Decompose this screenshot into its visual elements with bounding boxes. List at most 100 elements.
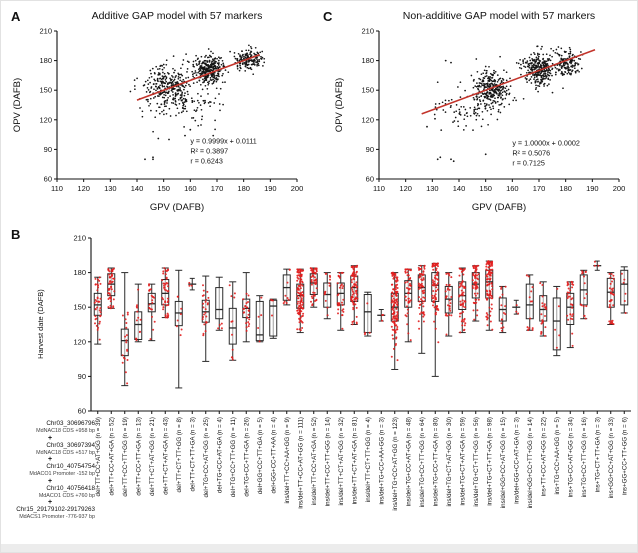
marker-name: Chr10_40756418 (46, 484, 95, 492)
panel-a-regression-line (136, 53, 260, 101)
category-label: ins/del+TG+CC+TT+GA (n = 80) (432, 417, 439, 506)
marker-name: Chr03_30697394 (46, 441, 95, 449)
svg-text:120: 120 (73, 337, 86, 346)
category-label: ins/del+TG+CT+AT+GA (n = 59) (459, 417, 466, 505)
category-label: ins/del+TT+CT+AT+GA (n = 81) (351, 417, 358, 504)
svg-text:200: 200 (613, 184, 626, 193)
svg-text:210: 210 (39, 27, 52, 36)
category-label: ins/del+GG+CC+AT+GG (n = 15) (500, 417, 507, 508)
category-label: del+TT+CT+TT+GG (n = 8) (176, 417, 183, 492)
page-edge (1, 544, 637, 552)
svg-text:R² = 0.5076: R² = 0.5076 (512, 148, 550, 157)
category-label: del+TT+CC+AT+GA (n = 52) (108, 417, 115, 495)
plus-separator: + (47, 477, 53, 485)
svg-text:180: 180 (559, 184, 572, 193)
category-label: del+TT+CT+AT+GG (n = 21) (149, 417, 156, 496)
svg-text:60: 60 (366, 175, 374, 184)
category-label: del+TG+CC+AT+GG (n = 25) (203, 417, 210, 498)
category-label: del+TT+CC+AT+GG (n = 39) (95, 417, 102, 497)
category-label: del+TG+CC+TT+GG (n = 11) (230, 417, 237, 497)
svg-text:130: 130 (104, 184, 117, 193)
svg-text:170: 170 (533, 184, 546, 193)
svg-text:140: 140 (453, 184, 466, 193)
category-label: ins+GG+CC+AT+GG (n = 33) (608, 417, 615, 498)
svg-text:210: 210 (361, 27, 374, 36)
panel-letter-a: A (11, 9, 21, 24)
panel-letter-c: C (323, 9, 333, 24)
svg-text:210: 210 (73, 234, 86, 243)
category-label: del+GG+CC+TT+GA (n = 5) (257, 417, 264, 494)
category-label: ins/del+TT+CT+TT+GG (n = 4) (365, 417, 372, 502)
category-label: del+TT+CC+TT+GG (n = 19) (122, 417, 129, 497)
svg-text:120: 120 (399, 184, 412, 193)
svg-text:90: 90 (366, 145, 374, 154)
category-label: del+TG+CC+AT+GA (n = 4) (216, 417, 223, 493)
svg-text:200: 200 (291, 184, 304, 193)
category-label: ins/del+TG+CT+AT+GG (n = 30) (446, 417, 453, 506)
category-label: del+TT+CT+AT+GA (n = 43) (162, 417, 169, 495)
panel-b-category-labels: del+TT+CC+AT+GG (n = 39) del+TT+CC+AT+GA … (95, 417, 629, 511)
category-label: ins+TG+CC+AT+GG (n = 34) (567, 417, 574, 497)
svg-text:90: 90 (44, 145, 52, 154)
marker-desc: MdACS1 Promoter -776-937 bp (19, 514, 95, 520)
marker-name: Chr15_29179102-29179263 (16, 506, 95, 513)
category-label: ins+TG+CC+AA+GG (n = 5) (554, 417, 561, 495)
svg-text:R² = 0.3897: R² = 0.3897 (190, 146, 228, 155)
plus-separator: + (47, 434, 53, 442)
svg-text:110: 110 (51, 184, 63, 193)
svg-text:150: 150 (73, 303, 86, 312)
panel-c-axes: 110 120 130 140 150 160 170 180 190 200 60 90 120 150… (361, 27, 625, 194)
svg-text:120: 120 (361, 115, 374, 124)
svg-text:r = 0.7125: r = 0.7125 (512, 158, 545, 167)
panel-a-title: Additive GAP model with 57 markers (92, 10, 263, 22)
scatter-nonadditive-svg: Non-additive GAP model with 57 markers G… (334, 10, 625, 213)
svg-text:140: 140 (131, 184, 144, 193)
panel-b-ylabel: Harvest date (DAFB) (36, 289, 45, 359)
panel-c-title: Non-additive GAP model with 57 markers (403, 10, 595, 22)
category-label: ins/del+TT+CC+AA+GG (n = 9) (284, 417, 291, 504)
svg-text:y = 1.0000x + 0.0002: y = 1.0000x + 0.0002 (512, 138, 580, 147)
category-label: ins+TG+CC+TT+GG (n = 16) (581, 417, 588, 497)
panel-a-xlabel: GPV (DAFB) (150, 202, 204, 213)
category-label: ins+TG+CT+TT+GA (n = 3) (594, 417, 601, 492)
category-label: ins/del+TT+CC+TT+GG (n = 14) (324, 417, 331, 506)
category-label: del+TT+CT+TT+GA (n = 3) (189, 417, 196, 491)
svg-text:160: 160 (184, 184, 197, 193)
panel-b-axes: 60 90 120 150 180 210 (73, 234, 631, 416)
scatter-additive-svg: Additive GAP model with 57 markers GPV (… (12, 10, 304, 213)
svg-text:r = 0.6243: r = 0.6243 (190, 156, 223, 165)
svg-text:180: 180 (361, 56, 374, 65)
category-label: del+TG+CC+TT+GA (n = 26) (243, 417, 250, 497)
panel-c-xlabel: GPV (DAFB) (472, 202, 526, 213)
category-label: ins/del+TG+CC+AT+GG (n = 123) (392, 417, 399, 511)
marker-desc: MdNAC18 CDS +517 bp (36, 449, 95, 456)
marker-desc: MdACO1 CDS +760 bp (38, 492, 95, 499)
svg-text:y = 0.9999x + 0.0111: y = 0.9999x + 0.0111 (190, 136, 256, 145)
boxplot-svg: Harvest date (DAFB) 60 90 120 150 180 210 del… (36, 234, 631, 511)
svg-text:190: 190 (264, 184, 277, 193)
category-label: ins/del+TG+CT+TT+GG (n = 56) (473, 417, 480, 507)
svg-text:90: 90 (78, 372, 86, 381)
panel-c-regression-line (421, 48, 596, 115)
category-label: del+TT+CC+TT+GA (n = 13) (135, 417, 142, 496)
marker-name: Chr10_40754754 (46, 463, 95, 470)
category-label: ins+TT+CC+AT+GG (n = 22) (540, 417, 547, 496)
svg-text:190: 190 (586, 184, 599, 193)
svg-text:180: 180 (73, 268, 86, 277)
category-label: ins/del+GG+CC+TT+GG (n = 14) (527, 417, 534, 508)
svg-text:120: 120 (39, 115, 52, 124)
category-label: ins/del+TG+CC+AT+GA (n = 48) (405, 417, 412, 506)
plus-separator: + (47, 456, 53, 463)
category-label: ins/del+TG+CT+TT+GA (n = 98) (486, 417, 493, 506)
svg-text:60: 60 (78, 407, 86, 416)
svg-text:180: 180 (237, 184, 250, 193)
panel-a-ylabel: OPV (DAFB) (12, 78, 23, 132)
svg-text:180: 180 (39, 56, 52, 65)
svg-text:150: 150 (361, 86, 374, 95)
category-label: ins/del+GG+CC+AT+GA (n = 3) (513, 417, 520, 504)
svg-text:150: 150 (39, 86, 52, 95)
marker-desc: MdNAC18 CDS +958 bp (36, 428, 95, 434)
